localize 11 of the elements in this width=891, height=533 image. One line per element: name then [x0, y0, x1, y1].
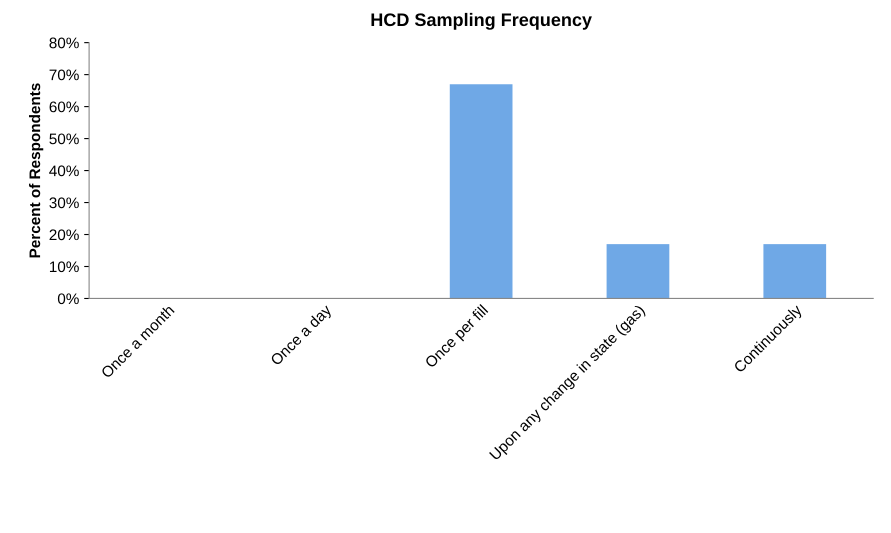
y-tick-label: 50%	[49, 133, 79, 144]
y-tick-label: 20%	[50, 229, 79, 240]
chart-title: HCD Sampling Frequency	[371, 12, 592, 30]
y-tick-label: 0%	[58, 293, 79, 304]
y-tick-label: 10%	[50, 261, 79, 272]
y-tick-label: 30%	[49, 197, 79, 208]
y-tick-label: 80%	[49, 38, 79, 48]
y-axis-title: Percent of Respondents	[29, 83, 44, 258]
y-tick-label: 70%	[50, 69, 79, 80]
y-tick-label: 60%	[50, 101, 79, 112]
y-tick-label: 40%	[49, 165, 79, 176]
